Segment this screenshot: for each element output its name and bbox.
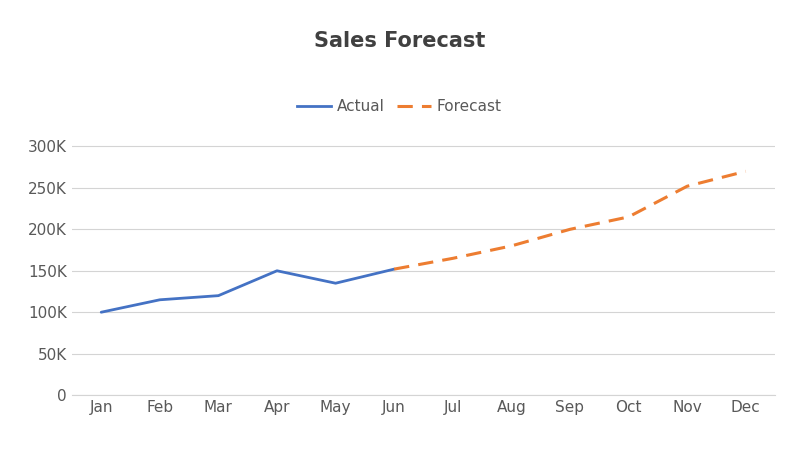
Forecast — [448, 255, 458, 261]
Forecast — [624, 214, 634, 220]
Actual — [331, 281, 340, 286]
Actual — [155, 297, 165, 303]
Legend: Actual, Forecast: Actual, Forecast — [291, 93, 508, 120]
Actual — [389, 266, 399, 272]
Actual — [97, 309, 106, 315]
Line: Forecast: Forecast — [394, 172, 745, 269]
Forecast — [741, 169, 750, 174]
Forecast — [507, 243, 516, 249]
Actual — [272, 268, 282, 273]
Forecast — [565, 227, 574, 232]
Line: Actual: Actual — [101, 269, 394, 312]
Text: Sales Forecast: Sales Forecast — [314, 31, 485, 52]
Actual — [213, 293, 223, 298]
Forecast — [682, 184, 692, 189]
Forecast — [389, 266, 399, 272]
